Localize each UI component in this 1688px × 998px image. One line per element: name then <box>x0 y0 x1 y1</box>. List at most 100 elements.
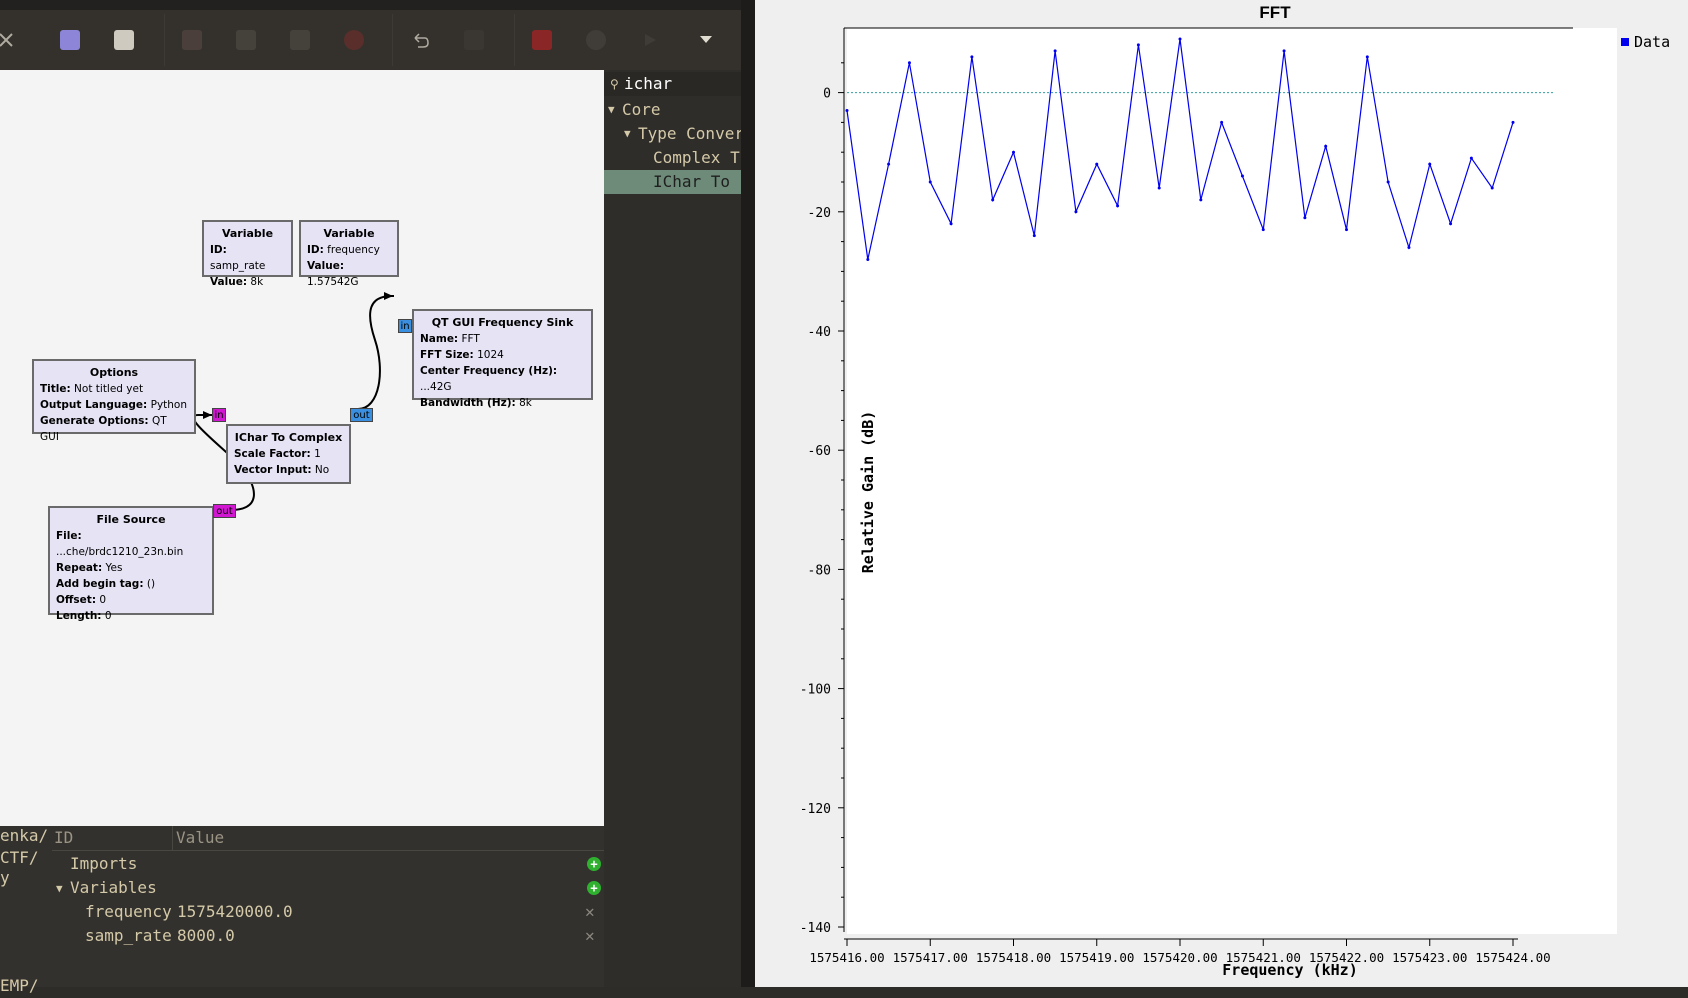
tree-item-imports[interactable]: Imports <box>70 854 138 873</box>
block-qt-gui-frequency-sink[interactable]: QT GUI Frequency Sink Name: FFT FFT Size… <box>412 309 593 409</box>
dropdown-icon[interactable] <box>690 24 722 56</box>
connection-ichar-sink <box>357 295 393 410</box>
cut-icon[interactable] <box>176 24 208 56</box>
y-tick-label: -40 <box>808 325 831 340</box>
legend[interactable]: Data <box>1621 33 1670 51</box>
param-value: () <box>146 578 156 590</box>
tree-item-variables[interactable]: Variables <box>70 878 157 897</box>
port-in-sink[interactable]: in <box>398 319 412 333</box>
legend-swatch <box>1621 38 1629 46</box>
title-strip <box>0 0 741 10</box>
variable-id-samp-rate[interactable]: samp_rate <box>85 926 172 945</box>
copy-icon[interactable] <box>230 24 262 56</box>
variables-panel: enka/ CTF/ y EMP/ ID Value Imports + ▼ V… <box>0 826 604 995</box>
error-icon[interactable] <box>526 24 558 56</box>
data-point <box>1303 216 1307 220</box>
redo-icon[interactable] <box>458 24 490 56</box>
close-icon[interactable] <box>0 24 22 56</box>
x-tick-label: 1575422.00 <box>1309 950 1384 965</box>
data-point <box>1345 228 1348 232</box>
port-out-ichar[interactable]: out <box>350 408 373 422</box>
param-label: Repeat: <box>56 562 103 574</box>
column-header-id[interactable]: ID <box>54 828 74 847</box>
column-header-value[interactable]: Value <box>176 828 225 847</box>
y-tick-label: -100 <box>800 683 831 698</box>
run-icon[interactable] <box>634 24 666 56</box>
expander-down-icon[interactable]: ▼ <box>56 882 63 895</box>
block-ichar-to-complex[interactable]: IChar To Complex Scale Factor: 1 Vector … <box>226 424 351 484</box>
tree-item-core[interactable]: ▼ Core <box>604 98 741 122</box>
console-path: CTF/ <box>0 848 39 867</box>
param-value: Not titled yet <box>74 383 144 395</box>
data-point <box>1469 156 1473 160</box>
data-point <box>1178 37 1182 41</box>
save-icon[interactable] <box>108 24 140 56</box>
data-point <box>1199 198 1203 202</box>
param-value: samp_rate <box>210 260 266 272</box>
tree-item-type-conversions[interactable]: ▼ Type Conver <box>604 122 741 146</box>
data-point <box>1012 150 1015 154</box>
param-label: Offset: <box>56 594 97 606</box>
plot-area[interactable] <box>847 28 1617 934</box>
undo-icon[interactable] <box>404 24 436 56</box>
remove-variable-icon[interactable]: ✕ <box>585 902 595 921</box>
data-point <box>1386 180 1390 184</box>
data-point <box>1095 162 1099 166</box>
tree-item-ichar-to-complex[interactable]: IChar To <box>604 170 741 194</box>
param-label: Title: <box>40 383 71 395</box>
y-tick-label: -60 <box>808 444 831 459</box>
toolbar-separator <box>164 14 165 66</box>
block-options[interactable]: Options Title: Not titled yet Output Lan… <box>32 359 196 443</box>
data-point <box>1074 210 1078 214</box>
variable-value-samp-rate[interactable]: 8000.0 <box>177 926 235 945</box>
delete-icon[interactable] <box>338 24 370 56</box>
data-point <box>1157 186 1161 190</box>
add-variable-icon[interactable]: + <box>587 881 601 895</box>
data-point <box>949 222 953 226</box>
param-value: 1.57542G <box>307 276 359 288</box>
library-search[interactable]: ⚲ ichar <box>604 72 741 96</box>
param-label: Value: <box>210 276 248 288</box>
param-label: ID: <box>307 244 324 256</box>
port-out-file-source[interactable]: out <box>213 504 236 518</box>
block-title: IChar To Complex <box>234 431 343 444</box>
expander-down-icon[interactable]: ▼ <box>608 103 615 116</box>
console-path: EMP/ <box>0 976 39 995</box>
data-point <box>1407 246 1411 250</box>
block-file-source[interactable]: File Source File: ...che/brdc1210_23n.bi… <box>48 506 214 622</box>
series-line-data <box>846 38 1514 260</box>
new-file-icon[interactable] <box>54 24 86 56</box>
variable-value-frequency[interactable]: 1575420000.0 <box>177 902 293 921</box>
search-input[interactable]: ichar <box>624 74 673 93</box>
flowgraph-canvas[interactable]: Variable ID: samp_rate Value: 8k Variabl… <box>0 70 604 826</box>
x-tick-label: 1575421.00 <box>1226 950 1301 965</box>
param-value: frequency <box>327 244 380 256</box>
param-value: 1 <box>314 448 321 460</box>
add-import-icon[interactable]: + <box>587 857 601 871</box>
x-tick-label: 1575420.00 <box>1142 950 1217 965</box>
search-icon: ⚲ <box>610 77 619 91</box>
tree-label: Core <box>622 100 661 119</box>
block-variable-frequency[interactable]: Variable ID: frequency Value: 1.57542G <box>299 220 399 288</box>
block-variable-samp-rate[interactable]: Variable ID: samp_rate Value: 8k <box>202 220 293 288</box>
remove-variable-icon[interactable]: ✕ <box>585 926 595 945</box>
param-label: Vector Input: <box>234 464 312 476</box>
chart-title: FFT <box>1259 3 1291 22</box>
x-axis-label: Frequency (kHz) <box>1222 961 1357 979</box>
tree-item-complex[interactable]: Complex T <box>604 146 741 170</box>
paste-icon[interactable] <box>284 24 316 56</box>
bulb-icon[interactable] <box>580 24 612 56</box>
variable-id-frequency[interactable]: frequency <box>85 902 172 921</box>
param-label: Bandwidth (Hz): <box>420 397 516 409</box>
fft-chart: FFT Relative Gain (dB) Frequency (kHz) 0… <box>800 3 1670 979</box>
port-in-ichar[interactable]: in <box>212 408 226 422</box>
x-tick-label: 1575423.00 <box>1392 950 1467 965</box>
data-point <box>1324 144 1328 148</box>
param-value: Yes <box>105 562 123 574</box>
param-label: Scale Factor: <box>234 448 311 460</box>
table-header: ID Value <box>52 826 604 851</box>
data-point <box>845 108 849 112</box>
expander-down-icon[interactable]: ▼ <box>624 127 631 140</box>
param-value: QT GUI <box>40 415 167 443</box>
y-tick-label: 0 <box>823 87 831 102</box>
